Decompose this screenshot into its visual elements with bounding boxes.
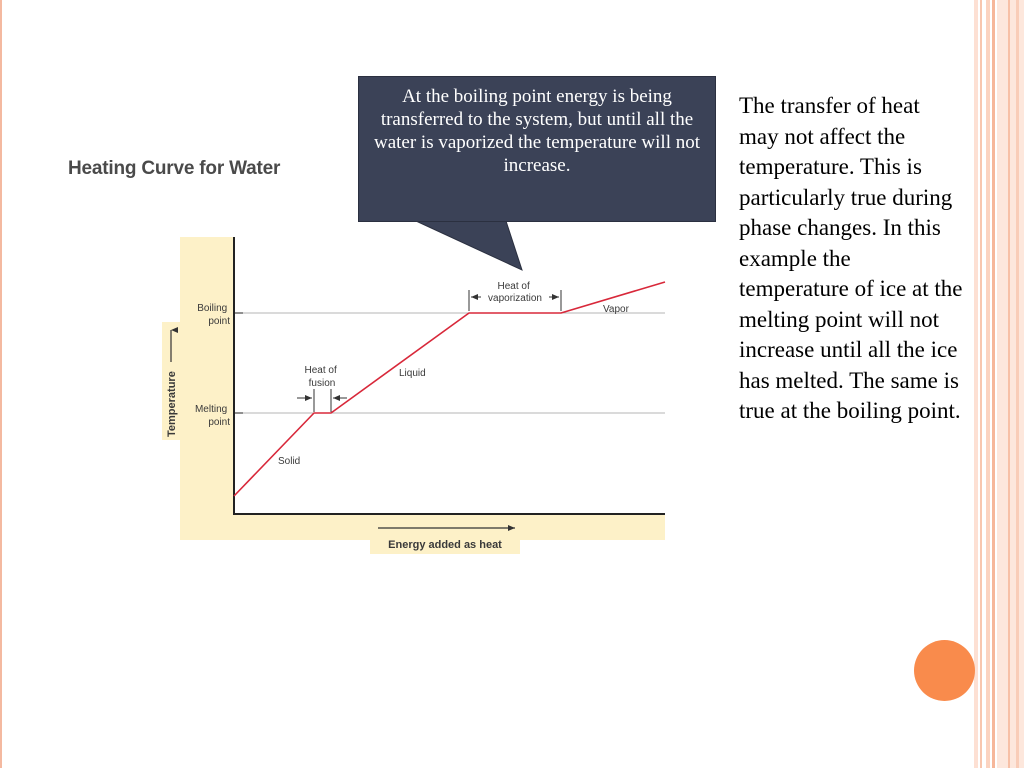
heating-curve-line bbox=[233, 281, 666, 497]
chart-title: Heating Curve for Water bbox=[68, 158, 281, 179]
right-decor-stripe bbox=[986, 0, 990, 768]
right-decor-stripe bbox=[992, 0, 995, 768]
orange-circle-decoration bbox=[914, 640, 975, 701]
x-axis-label-group: Energy added as heat bbox=[378, 525, 515, 551]
heat-of-vaporization-label: Heat of vaporization bbox=[488, 281, 542, 304]
heat-of-fusion-annotation: Heat of fusion bbox=[297, 365, 347, 412]
slide-body-text: The transfer of heat may not affect the … bbox=[739, 93, 963, 423]
solid-annotation: Solid bbox=[278, 456, 300, 467]
x-axis-label: Energy added as heat bbox=[388, 539, 502, 551]
y-axis-label-group: Temperature bbox=[166, 327, 178, 437]
right-decor-stripe bbox=[997, 0, 1024, 768]
ylabel-background bbox=[162, 322, 186, 440]
heat-of-fusion-label: Heat of fusion bbox=[304, 365, 339, 389]
boiling-point-tick-label: Boiling point bbox=[197, 303, 230, 327]
right-decor-stripe bbox=[980, 0, 982, 768]
melting-point-tick-label: Melting point bbox=[195, 404, 230, 428]
xlabel-background bbox=[370, 534, 520, 554]
heat-of-vaporization-annotation: Heat of vaporization bbox=[468, 281, 562, 311]
left-border-rule bbox=[0, 0, 2, 768]
y-axis-label: Temperature bbox=[166, 371, 178, 437]
right-decor-stripe bbox=[1016, 0, 1019, 768]
boiling-point-callout: At the boiling point energy is being tra… bbox=[358, 76, 716, 222]
liquid-annotation: Liquid bbox=[399, 368, 426, 379]
plot-area bbox=[234, 237, 665, 513]
right-decor-stripe bbox=[974, 0, 978, 768]
vapor-annotation: Vapor bbox=[603, 304, 630, 315]
right-decor-stripe bbox=[1008, 0, 1010, 768]
